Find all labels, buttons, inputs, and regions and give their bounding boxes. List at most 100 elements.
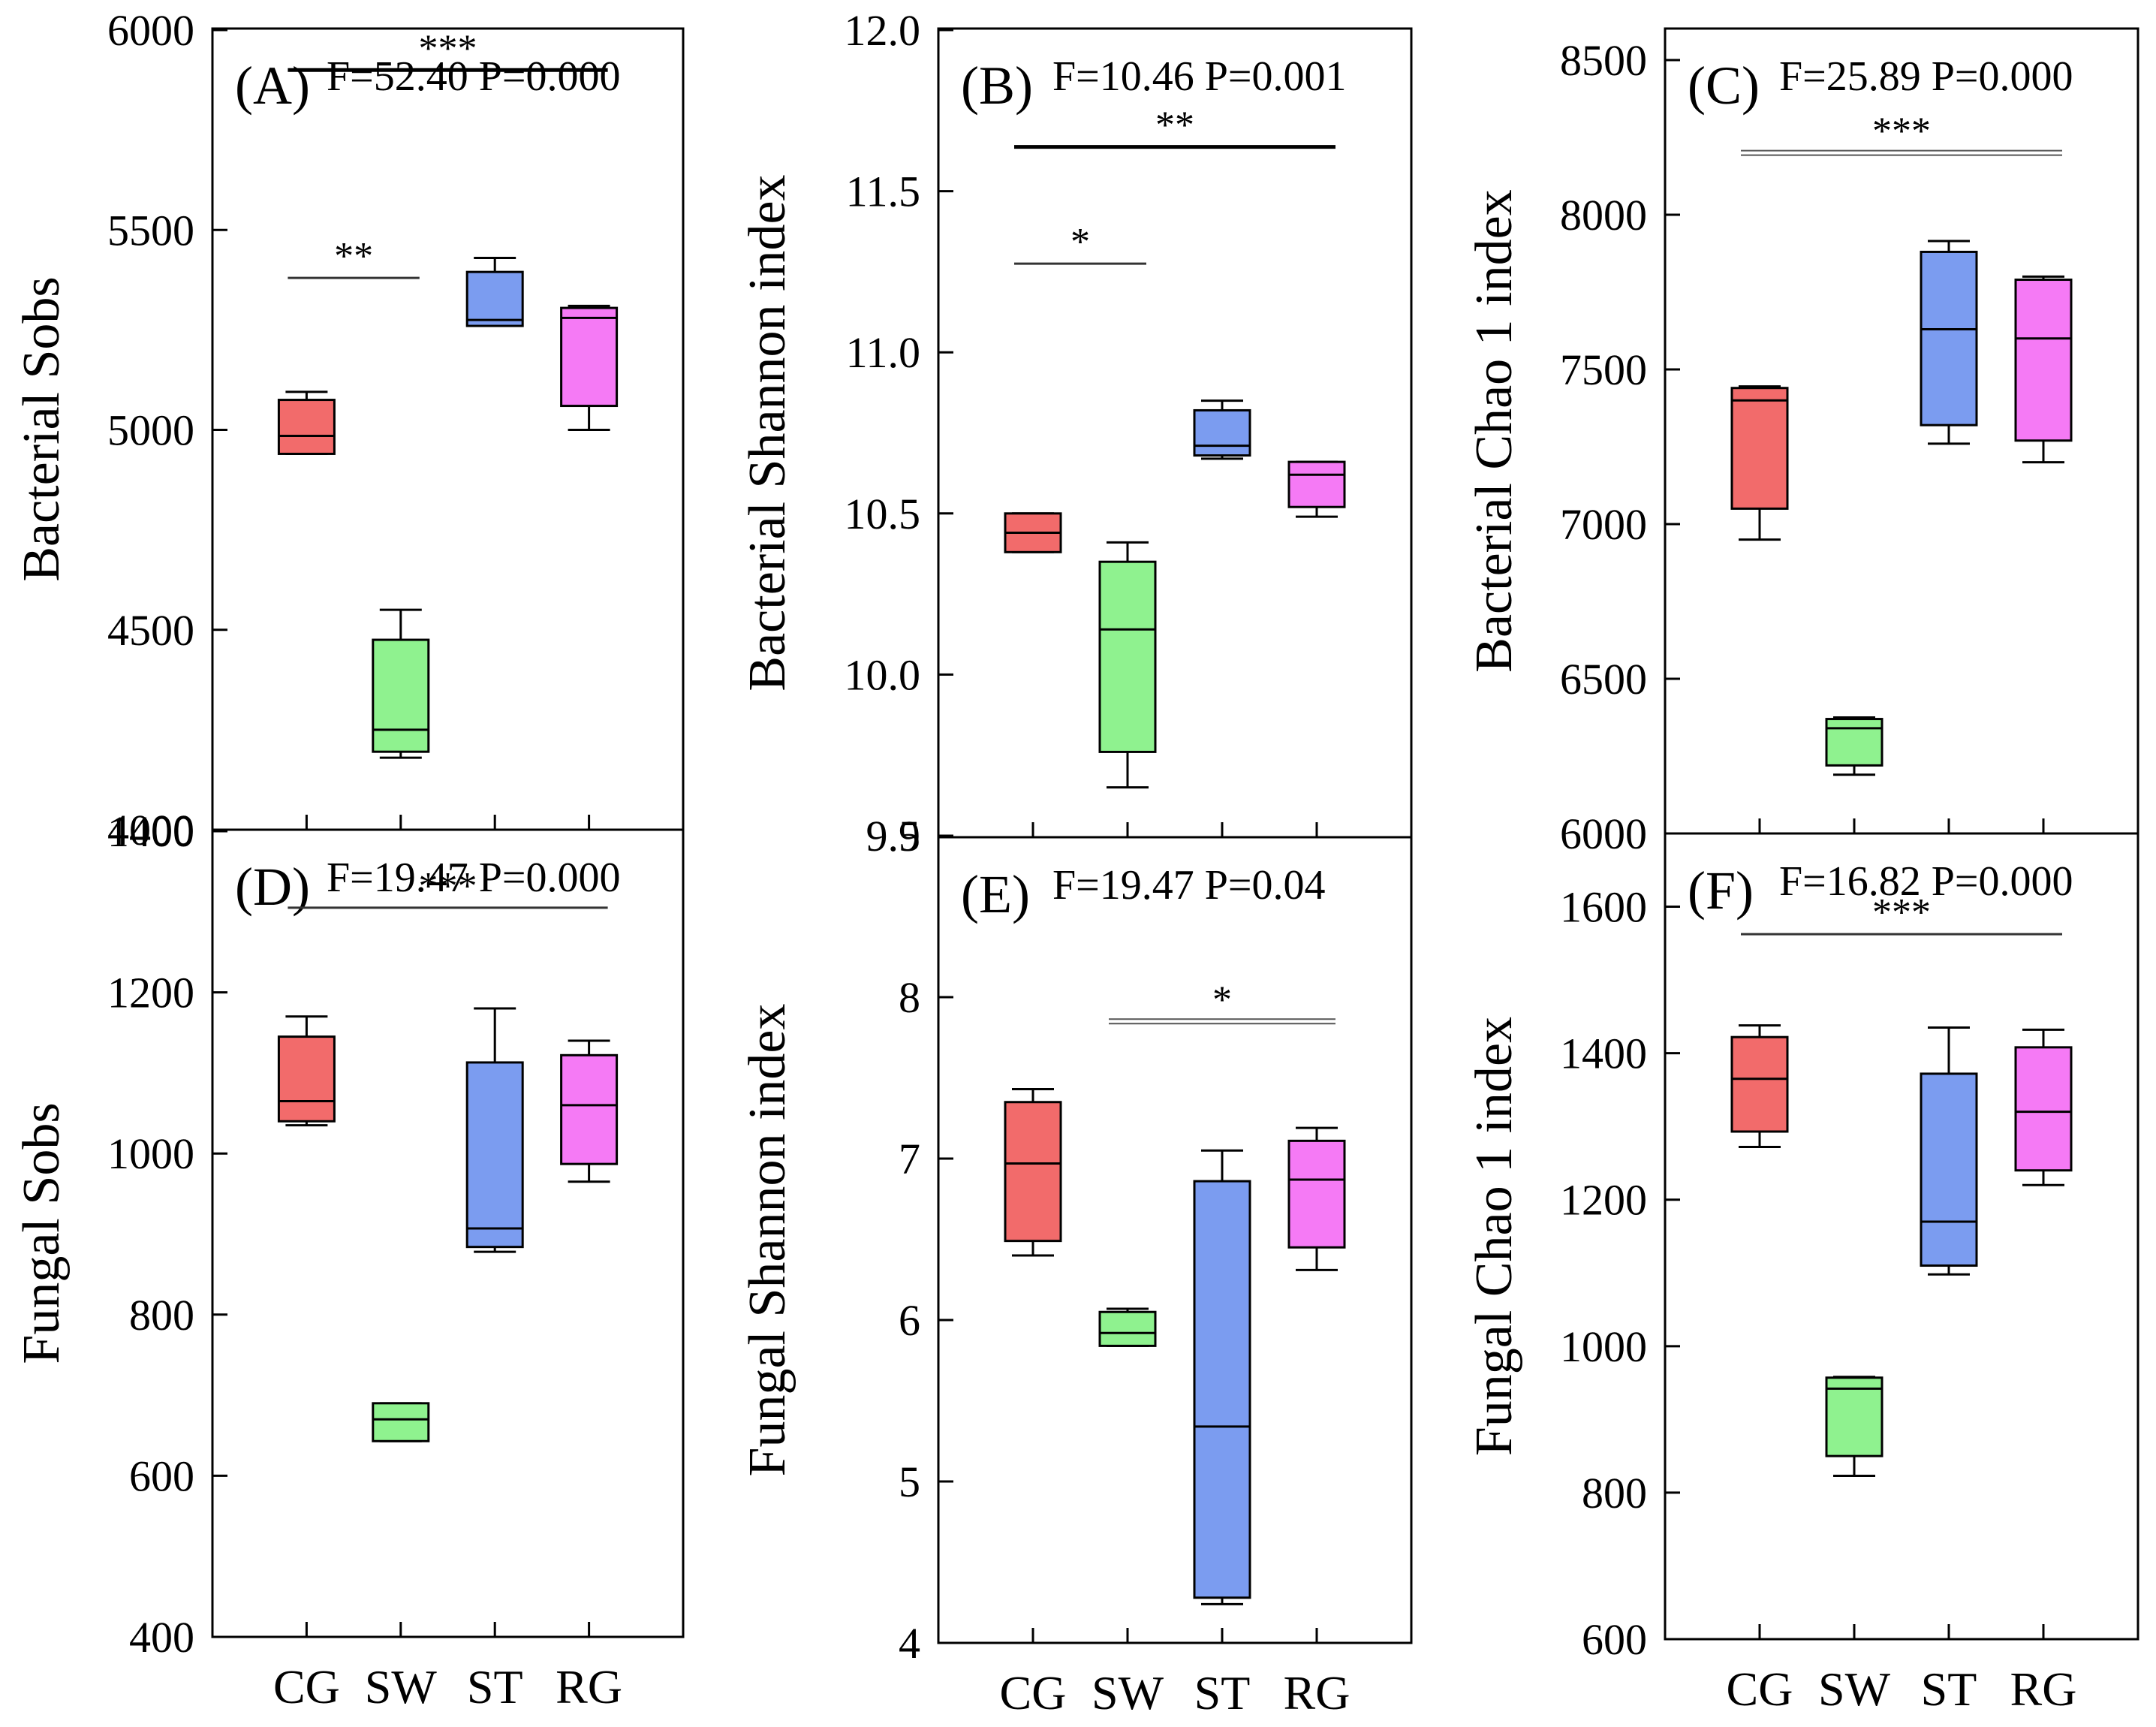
box-iqr: [372, 1402, 430, 1442]
y-tick-label: 5: [899, 1457, 920, 1506]
box-iqr: [2014, 279, 2073, 442]
box-rg: [1287, 1126, 1346, 1271]
panel-label: (C): [1688, 56, 1760, 116]
box-iqr: [1730, 387, 1789, 510]
y-tick-label: 1200: [1560, 1176, 1647, 1225]
y-tick-label: 12.0: [845, 6, 921, 55]
box-sw: [1825, 716, 1883, 776]
box-sw: [1098, 1307, 1157, 1347]
plot-frame: [937, 836, 1413, 1644]
plot-frame: [937, 27, 1413, 839]
box-iqr: [1193, 408, 1251, 457]
panel-label: (F): [1688, 860, 1754, 921]
box-iqr: [277, 399, 336, 455]
x-category-label: SW: [1818, 1662, 1891, 1716]
box-iqr: [1825, 718, 1883, 767]
box-iqr: [560, 1053, 619, 1165]
panel-a: 4000 4500 5000 5500 6000 Bacterial Sobs (A) F=5…: [13, 6, 685, 854]
y-tick-label: 4: [899, 1619, 920, 1668]
box-iqr: [1193, 1180, 1251, 1599]
panel-f: 600 800 1000 1200 1400 1600 CG SW ST RG Fungal Cha…: [1465, 832, 2139, 1716]
y-tick-label: 600: [1582, 1615, 1647, 1664]
significance-label: **: [334, 235, 373, 278]
box-sw: [372, 608, 430, 759]
box-iqr: [372, 638, 430, 753]
y-tick-label: 400: [129, 1613, 194, 1662]
y-tick-label: 11.0: [846, 328, 920, 377]
significance-label: **: [1155, 104, 1194, 147]
significance-label: *: [1070, 221, 1090, 264]
y-tick-label: 7: [899, 1135, 920, 1183]
box-iqr: [1098, 560, 1157, 753]
significance-bracket: *: [1109, 978, 1335, 1025]
significance-label: ***: [1872, 110, 1931, 153]
box-rg: [2014, 1028, 2073, 1186]
y-tick-label: 7500: [1560, 345, 1647, 394]
significance-bracket: **: [288, 235, 420, 279]
box-iqr: [1920, 250, 1978, 426]
panel-e: 4 5 6 7 8 9 CG SW ST RG Fungal Shannon index (E) F=1…: [739, 812, 1413, 1719]
box-iqr: [1825, 1376, 1883, 1457]
y-tick-label: 8500: [1560, 36, 1647, 85]
box-iqr: [1287, 1139, 1346, 1249]
box-iqr: [465, 270, 524, 327]
significance-bracket: ***: [1741, 110, 2062, 156]
y-tick-label: 1000: [1560, 1322, 1647, 1371]
box-cg: [277, 1015, 336, 1127]
y-tick-label: 11.5: [846, 167, 920, 216]
y-tick-label: 800: [1582, 1469, 1647, 1518]
significance-bracket: *: [1014, 221, 1146, 265]
box-iqr: [465, 1061, 524, 1249]
box-cg: [1004, 1088, 1062, 1257]
significance-bracket: ***: [288, 27, 608, 72]
significance-bracket: ***: [1741, 891, 2062, 936]
box-st: [1920, 240, 1978, 445]
box-iqr: [1920, 1072, 1978, 1267]
plot-frame: [1664, 832, 2139, 1641]
y-tick-label: 6500: [1560, 655, 1647, 704]
panel-d: 400 600 800 1000 1200 1400 CG SW ST RG Fungal Sobs…: [13, 807, 685, 1713]
box-st: [465, 257, 524, 327]
panel-label: (E): [961, 864, 1030, 924]
panel-label: (B): [961, 56, 1033, 116]
y-tick-label: 8000: [1560, 191, 1647, 240]
x-category-label: RG: [1284, 1666, 1351, 1719]
box-rg: [2014, 275, 2073, 464]
box-cg: [277, 390, 336, 455]
y-tick-label: 1600: [1560, 883, 1647, 932]
stats-text: F=19.47 P=0.000: [327, 854, 620, 901]
y-tick-label: 6000: [107, 6, 194, 55]
box-st: [1193, 399, 1251, 460]
x-category-label: ST: [467, 1660, 523, 1713]
x-category-label: CG: [1000, 1666, 1067, 1719]
y-tick-label: 5000: [107, 406, 194, 455]
box-sw: [1825, 1376, 1883, 1477]
box-st: [1193, 1149, 1251, 1605]
box-iqr: [1098, 1310, 1157, 1347]
significance-label: ***: [419, 27, 477, 70]
x-category-label: ST: [1194, 1666, 1251, 1719]
box-iqr: [2014, 1046, 2073, 1172]
box-sw: [372, 1402, 430, 1442]
stats-text: F=52.40 P=0.000: [327, 53, 620, 100]
stats-text: F=10.46 P=0.001: [1052, 53, 1346, 100]
box-cg: [1004, 512, 1062, 553]
x-category-label: SW: [1092, 1666, 1164, 1719]
box-cg: [1730, 1024, 1789, 1148]
y-tick-label: 10.0: [845, 650, 921, 699]
significance-label: ***: [419, 865, 477, 908]
y-axis-label: Bacterial Shannon index: [739, 174, 796, 691]
box-rg: [1287, 460, 1346, 518]
box-rg: [560, 304, 619, 431]
x-category-label: RG: [2010, 1662, 2077, 1716]
y-tick-label: 4000: [107, 806, 194, 854]
plot-frame: [211, 828, 685, 1638]
y-tick-label: 1400: [1560, 1029, 1647, 1078]
significance-bracket: **: [1014, 104, 1335, 149]
y-tick-label: 10.5: [845, 490, 921, 538]
y-axis-label: Bacterial Chao 1 index: [1465, 189, 1523, 672]
y-tick-label: 600: [129, 1451, 194, 1500]
y-axis-label: Bacterial Sobs: [13, 276, 71, 581]
box-iqr: [1287, 460, 1346, 508]
